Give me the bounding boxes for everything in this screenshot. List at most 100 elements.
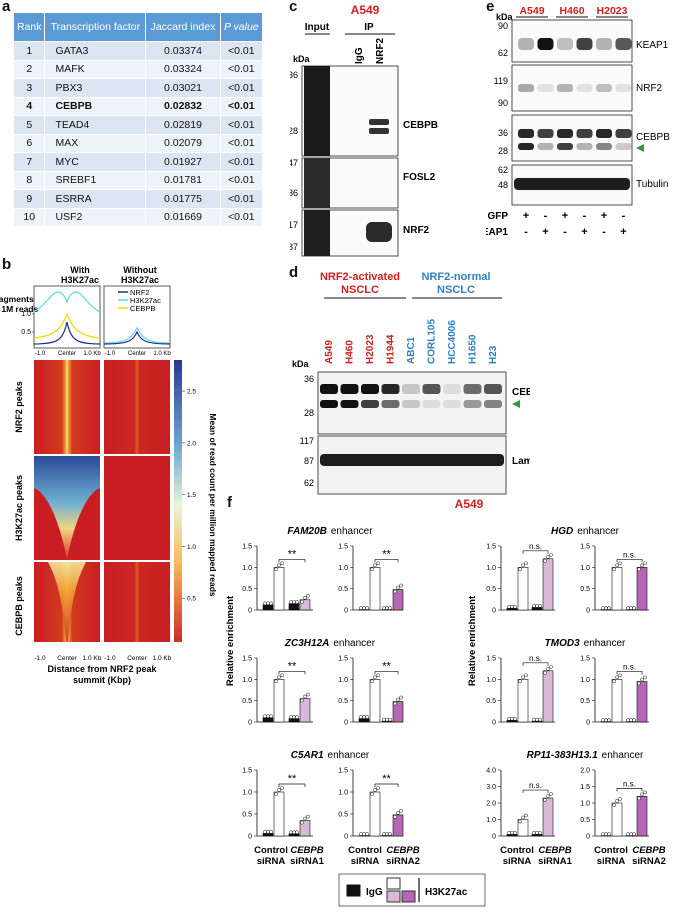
table-cell: SREBF1 (44, 170, 147, 190)
h3-dot (543, 670, 547, 675)
legend-h3-dark (401, 890, 416, 903)
h3k27ac-bar (369, 791, 381, 837)
table-cell: 0.01927 (145, 152, 221, 172)
d-marker-28: 28 (304, 408, 314, 418)
e-sign: - (544, 210, 548, 222)
h3k27ac-bar (392, 814, 404, 837)
e-cell-line: H460 (559, 5, 584, 17)
table-row: 6 MAX 0.02079 <0.01 (12, 133, 264, 153)
f-ytick: 0 (492, 608, 496, 615)
table-cell: 9 (12, 189, 46, 209)
profile-ytick-05: 0.5 (21, 329, 31, 336)
f-ytick: 1.0 (242, 790, 252, 797)
table-cell: <0.01 (219, 59, 264, 79)
h3-dot (373, 788, 377, 792)
table-cell: MYC (44, 152, 147, 172)
col-without-h3k27ac: Without H3K27ac (121, 265, 159, 285)
kda-e: kDa (496, 12, 514, 22)
h3-dot (277, 675, 281, 680)
h3-dot (546, 554, 550, 559)
d-marker-36: 36 (304, 374, 314, 384)
h3-dot (373, 563, 377, 568)
h3-dot (277, 788, 281, 792)
table-cell: 0.03374 (145, 41, 221, 61)
h3-dot (549, 664, 553, 669)
c-marker-28: 28 (290, 126, 298, 136)
table-cell: 0.01669 (145, 207, 221, 227)
d-label-cebpb: CEBPB (512, 387, 530, 398)
f-xlabel-control: Control siRNA (254, 845, 288, 867)
h3k27ac-bar (611, 679, 623, 723)
f-chart: 0 0.5 1.0 1.5 ** ZC3H12A enhancer (242, 638, 375, 727)
keap1-bands (518, 38, 632, 50)
h3-dot (640, 792, 644, 797)
table-cell: <0.01 (219, 152, 264, 172)
cebpb-e-band-upper (615, 129, 632, 138)
cebpb-band-lower (402, 400, 420, 408)
h3-dot (280, 673, 284, 678)
h3k27ac-bar (392, 701, 404, 723)
e-sign: - (622, 210, 626, 222)
f-ytick: 0 (586, 834, 590, 841)
table-cell: 6 (12, 133, 46, 153)
legend-h3-white (386, 877, 401, 890)
h3-dot (393, 701, 397, 706)
heat-xtick-r1: 1.0 Kb (83, 655, 102, 662)
table-cell: 0.02832 (145, 96, 221, 116)
h3k27ac-bar (392, 589, 404, 611)
panel-c-title: A549 (351, 3, 380, 17)
igg-bar (288, 603, 300, 611)
heatmap-nrf2-without (104, 360, 170, 454)
legend-igg-swatch (346, 884, 361, 897)
h3-dot (280, 561, 284, 566)
table-cell: 4 (12, 96, 46, 116)
table-cell: MAX (44, 133, 147, 153)
f-ytick: 0.5 (580, 698, 590, 705)
igg-dot (626, 606, 630, 610)
c-label-nrf2: NRF2 (403, 225, 430, 236)
heat-xtick-l1: -1.0 (34, 655, 46, 662)
f-xlabel-control: Control siRNA (348, 845, 382, 867)
cebpb-e-band-upper (518, 129, 534, 138)
igg-dot (607, 718, 611, 722)
h3-dot (637, 681, 641, 686)
legend-igg: IgG (366, 887, 383, 898)
blot-e-keap1 (511, 19, 633, 63)
nrf2-bands (518, 84, 632, 92)
colorbar-tick: 2.5 (187, 389, 196, 396)
igg-dot (507, 604, 511, 609)
h3-dot (549, 792, 553, 796)
e-label-nrf2: NRF2 (636, 83, 663, 94)
cebpb-bands (320, 384, 502, 408)
h3-dot (637, 567, 641, 572)
e-cell-line: H2023 (597, 5, 628, 17)
heatmap-h3k27ac-with-v (34, 456, 100, 560)
lane-nrf2: NRF2 (375, 37, 386, 64)
cell-line-label: HCC4006 (447, 320, 458, 364)
heat-xtick-r2: 1.0 Kb (153, 655, 172, 662)
cebpb-band-upper (443, 384, 461, 394)
f-enhancer-suffix: enhancer (333, 638, 375, 649)
f-ytick: 4.0 (486, 768, 496, 775)
table-row: 10 USF2 0.01669 <0.01 (12, 207, 264, 227)
table-row: 2 MAFK 0.03324 <0.01 (12, 59, 264, 79)
heat-xtick-c1: Center (57, 655, 77, 662)
table-row: 9 ESRRA 0.01775 <0.01 (12, 189, 264, 209)
input-band-cebpb (304, 66, 330, 156)
header-tf: Transcription factor (44, 12, 147, 42)
e-row-label: KEAP1 (486, 227, 508, 238)
f-ytick: 0 (586, 608, 590, 615)
f-gene-name: RP11-383H13.1 (527, 750, 598, 761)
f-chart-title: RP11-383H13.1 enhancer (527, 750, 644, 761)
f-enhancer-suffix: enhancer (331, 526, 373, 537)
h3-dot (643, 561, 647, 566)
f-ytick: 1.0 (242, 677, 252, 684)
f-ytick: 0.5 (242, 698, 252, 705)
igg-dot (388, 606, 392, 610)
legend-h3k27ac: H3K27ac (130, 296, 161, 305)
e-label-keap1: KEAP1 (636, 40, 669, 51)
h3-dot (393, 815, 397, 819)
panel-c-figure: A549 Input IP IgG NRF2 kDa 36 28 CEBPB 4… (290, 3, 438, 257)
nrf2-band (596, 84, 612, 92)
igg-dot (382, 717, 386, 722)
